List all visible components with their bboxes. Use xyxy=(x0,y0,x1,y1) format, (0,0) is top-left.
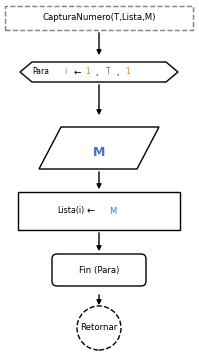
Text: ←: ← xyxy=(87,206,95,216)
Text: 1: 1 xyxy=(126,68,130,76)
Text: M: M xyxy=(109,206,117,216)
FancyBboxPatch shape xyxy=(5,6,193,30)
Text: ,: , xyxy=(96,68,98,76)
Text: ,: , xyxy=(117,68,119,76)
Text: i: i xyxy=(64,68,66,76)
Text: Para: Para xyxy=(32,68,50,76)
Text: M: M xyxy=(93,147,105,160)
Text: ←: ← xyxy=(73,68,81,76)
Text: Lista(i): Lista(i) xyxy=(57,206,85,216)
Text: T: T xyxy=(106,68,110,76)
FancyBboxPatch shape xyxy=(18,192,180,230)
Text: Retornar: Retornar xyxy=(80,324,118,332)
FancyBboxPatch shape xyxy=(52,254,146,286)
Text: CapturaNumero(T,Lista,M): CapturaNumero(T,Lista,M) xyxy=(42,13,156,23)
Text: 1: 1 xyxy=(86,68,90,76)
Text: Fin (Para): Fin (Para) xyxy=(79,266,119,274)
